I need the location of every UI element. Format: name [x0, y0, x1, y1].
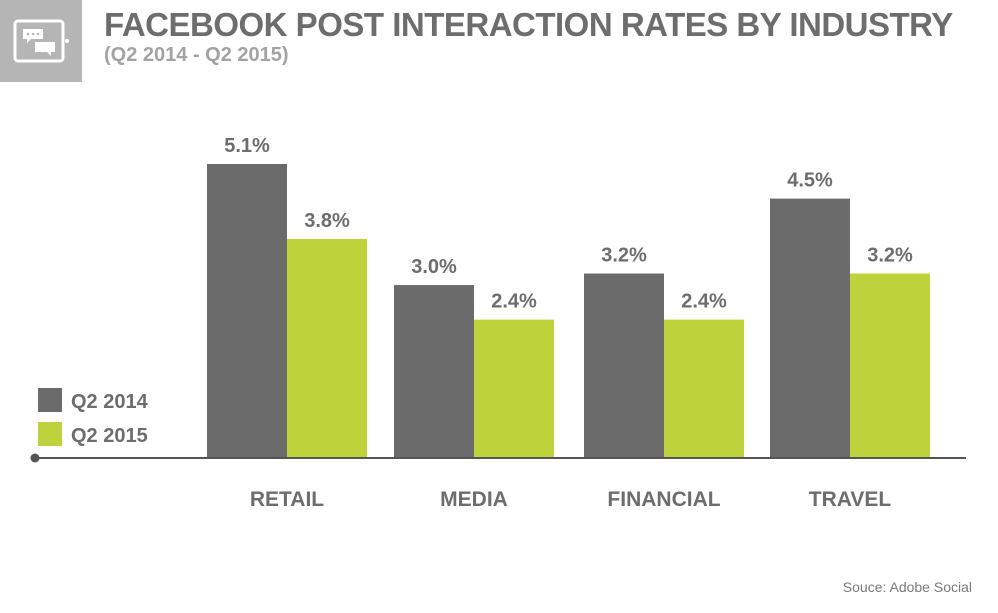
- bar-q2-2015-travel: [850, 273, 930, 458]
- data-label: 3.8%: [304, 210, 350, 232]
- data-label: 2.4%: [681, 291, 727, 313]
- bar-q2-2015-media: [474, 319, 554, 458]
- category-label: TRAVEL: [809, 488, 892, 511]
- bar-q2-2014-media: [394, 285, 474, 458]
- category-label: MEDIA: [440, 488, 508, 511]
- data-label: 5.1%: [224, 135, 270, 157]
- bar-q2-2014-travel: [770, 198, 850, 458]
- data-label: 3.2%: [867, 245, 913, 267]
- legend-swatch-q2-2015: [38, 422, 62, 446]
- legend-label: Q2 2014: [71, 391, 149, 413]
- data-label: 4.5%: [787, 170, 833, 192]
- data-label: 3.0%: [411, 256, 457, 278]
- legend-swatch-q2-2014: [38, 388, 62, 412]
- chat-bubbles-icon-graphic: [13, 19, 69, 63]
- bar-q2-2014-retail: [207, 164, 287, 458]
- bar-q2-2014-financial: [584, 273, 664, 458]
- x-axis-origin-dot: [30, 453, 40, 463]
- legend-label: Q2 2015: [71, 425, 148, 447]
- bar-q2-2015-retail: [287, 238, 367, 458]
- source-note: Souce: Adobe Social: [842, 579, 972, 595]
- data-label: 2.4%: [491, 291, 537, 313]
- chart-subtitle: (Q2 2014 - Q2 2015): [104, 44, 289, 66]
- chart-title: FACEBOOK POST INTERACTION RATES BY INDUS…: [104, 6, 953, 43]
- category-label: FINANCIAL: [607, 488, 720, 511]
- category-label: RETAIL: [250, 488, 324, 511]
- bar-q2-2015-financial: [664, 319, 744, 458]
- chat-bubbles-icon: [0, 0, 82, 82]
- data-label: 3.2%: [601, 245, 647, 267]
